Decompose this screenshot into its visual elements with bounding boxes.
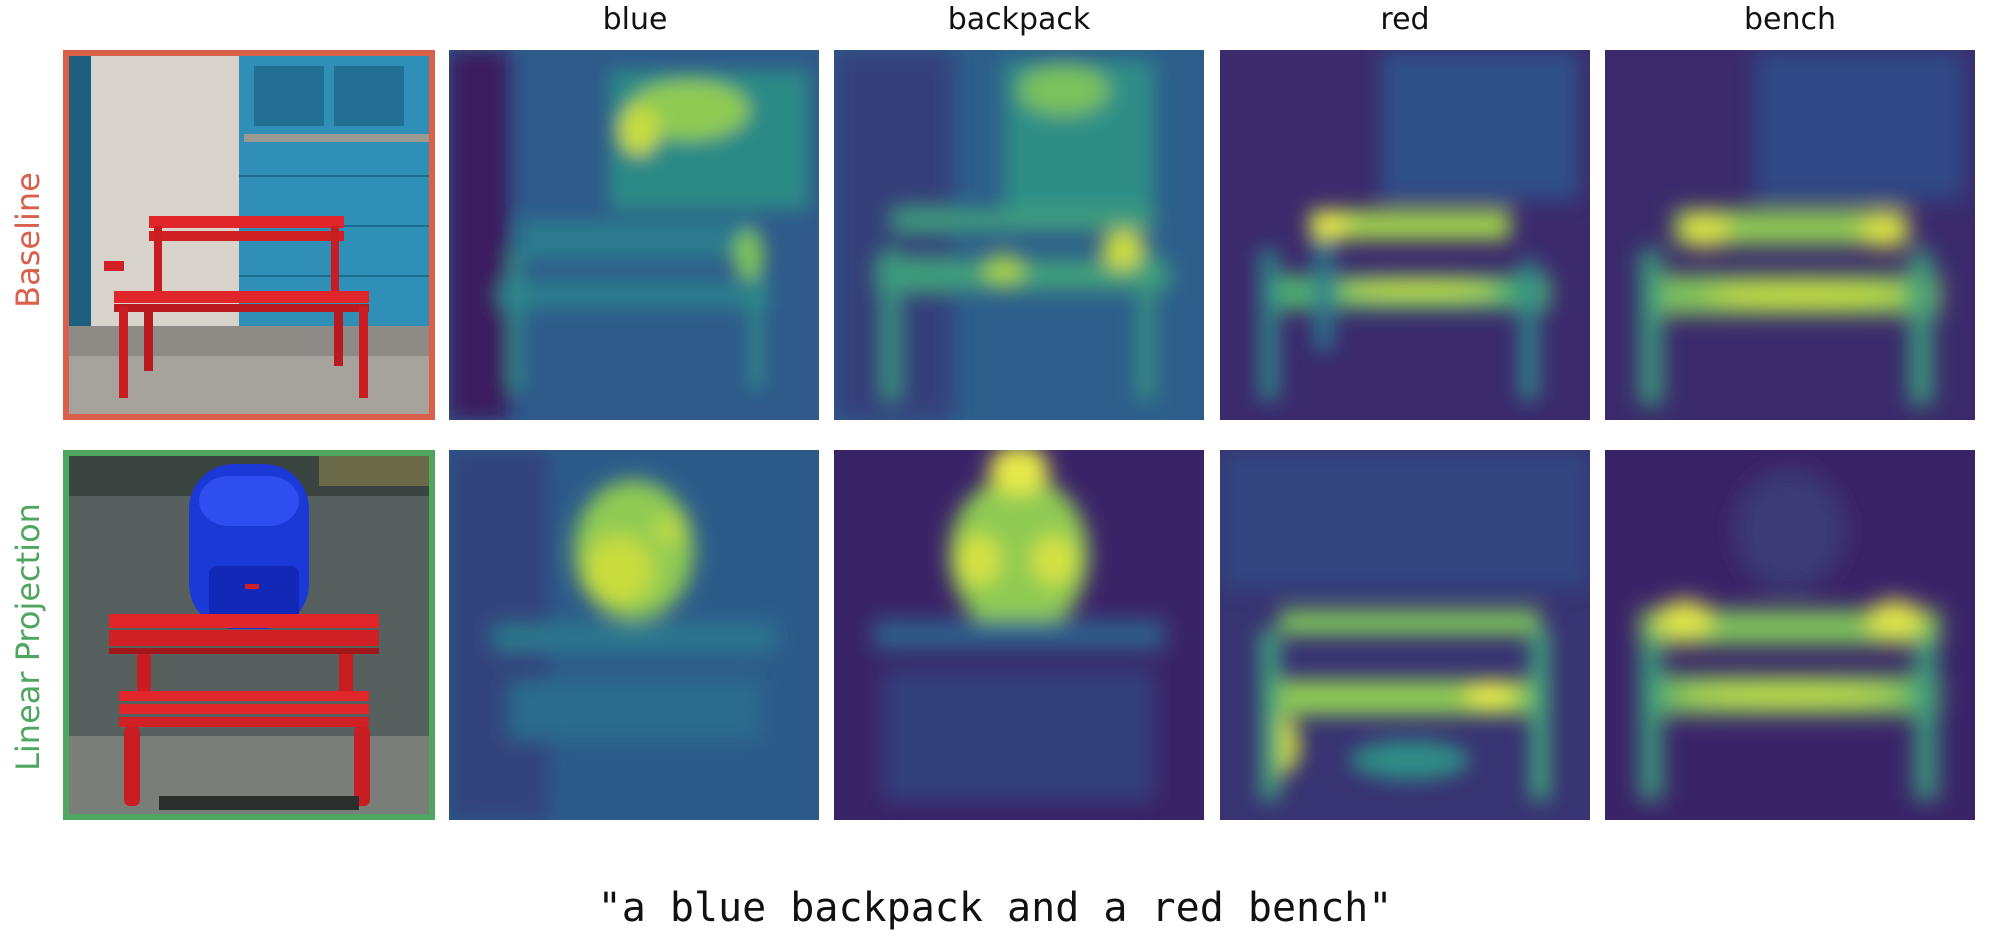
column-header-blue: blue — [602, 2, 668, 37]
linear-projection-attention-map-bench — [1605, 450, 1975, 820]
linear-projection-attention-map-blue — [449, 450, 819, 820]
linear-projection-generated-image — [63, 450, 435, 820]
linear-projection-attention-map-backpack — [834, 450, 1204, 820]
baseline-attention-map-red — [1220, 50, 1590, 420]
row-label-baseline: Baseline — [9, 172, 47, 308]
column-header-backpack: backpack — [947, 2, 1091, 37]
baseline-generated-image — [63, 50, 435, 420]
prompt-caption: "a blue backpack and a red bench" — [597, 885, 1393, 931]
linear-projection-attention-map-red — [1220, 450, 1590, 820]
baseline-attention-map-blue — [449, 50, 819, 420]
row-label-linear-projection: Linear Projection — [9, 503, 47, 771]
column-header-red: red — [1380, 2, 1430, 37]
baseline-attention-map-bench — [1605, 50, 1975, 420]
baseline-attention-map-backpack — [834, 50, 1204, 420]
column-header-bench: bench — [1743, 2, 1837, 37]
